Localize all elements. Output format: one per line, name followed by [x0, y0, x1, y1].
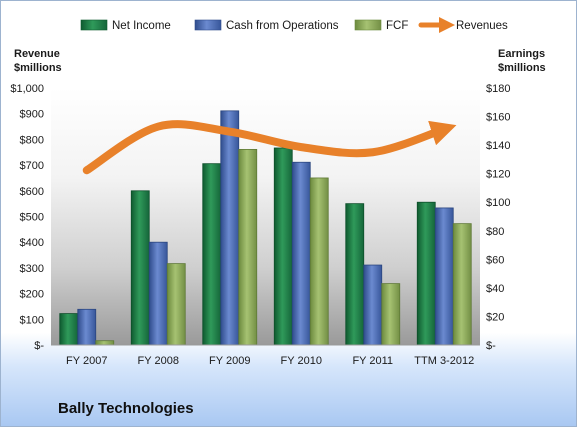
legend-swatch-net-income — [80, 19, 108, 31]
fcf-bar — [452, 223, 472, 346]
y-left-tick-label: $600 — [20, 186, 44, 198]
y-left-title-line2: $millions — [14, 62, 62, 74]
cash-from-operations-bar — [434, 207, 454, 346]
x-tick-label: FY 2011 — [352, 355, 393, 367]
net-income-bar — [202, 163, 222, 346]
company-name: Bally Technologies — [58, 400, 194, 417]
x-tick-label: FY 2010 — [281, 355, 322, 367]
legend-label-net-income: Net Income — [112, 20, 171, 32]
y-left-tick-label: $1,000 — [10, 83, 44, 95]
legend-label-cash-from-operations: Cash from Operations — [226, 20, 339, 32]
y-left-tick-label: $400 — [20, 237, 44, 249]
y-right-tick-label: $60 — [486, 254, 504, 266]
net-income-bar — [273, 147, 293, 346]
fcf-bar — [166, 263, 186, 346]
y-left-tick-label: $700 — [20, 160, 44, 172]
x-tick-label: FY 2009 — [209, 355, 250, 367]
net-income-bar — [416, 201, 436, 346]
net-income-bar — [130, 190, 150, 346]
net-income-bar — [59, 313, 79, 346]
legend-label-fcf: FCF — [386, 20, 408, 32]
cash-from-operations-bar — [291, 161, 311, 346]
y-right-tick-labels: $180 $160 $140 $120 $100 $80 $60 $40 $20 $- — [486, 83, 510, 352]
bars — [59, 110, 472, 346]
plot-area — [51, 88, 480, 345]
legend-label-revenues: Revenues — [456, 20, 508, 32]
y-left-tick-label: $500 — [20, 212, 44, 224]
y-right-tick-label: $20 — [486, 311, 504, 323]
legend: Net Income Cash from Operations FCF Reve… — [80, 16, 508, 34]
y-right-tick-label: $120 — [486, 169, 510, 181]
fcf-bar — [238, 148, 258, 346]
y-right-title-line2: $millions — [498, 62, 546, 74]
y-right-tick-label: $180 — [486, 83, 510, 95]
y-right-tick-label: $40 — [486, 283, 504, 295]
cash-from-operations-bar — [77, 308, 97, 346]
y-right-title-line1: Earnings — [498, 48, 545, 60]
y-left-tick-label: $800 — [20, 134, 44, 146]
x-tick-label: FY 2007 — [66, 355, 107, 367]
cash-from-operations-bar — [148, 241, 168, 346]
revenues-line — [82, 120, 457, 175]
y-left-tick-labels: $1,000 $900 $800 $700 $600 $500 $400 $300 $200 $1… — [10, 83, 44, 352]
x-tick-labels: FY 2007 FY 2008 FY 2009 FY 2010 FY 2011 TTM 3… — [66, 355, 474, 367]
x-tick-label: TTM 3-2012 — [414, 355, 474, 367]
legend-swatch-fcf — [354, 19, 382, 31]
fcf-bar — [381, 283, 401, 346]
y-right-tick-label: $80 — [486, 226, 504, 238]
y-right-tick-label: $100 — [486, 197, 510, 209]
y-left-tick-label: $900 — [20, 109, 44, 121]
net-income-bar — [345, 203, 365, 346]
cash-from-operations-bar — [220, 110, 240, 346]
y-left-tick-label: $300 — [20, 263, 44, 275]
legend-swatch-cash-from-operations — [194, 19, 222, 31]
y-right-tick-label: $160 — [486, 112, 510, 124]
y-left-tick-label: $100 — [20, 314, 44, 326]
cash-from-operations-bar — [363, 264, 383, 346]
y-left-tick-label: $- — [34, 340, 44, 352]
fcf-bar — [309, 177, 329, 346]
y-left-tick-label: $200 — [20, 289, 44, 301]
y-right-tick-label: $- — [486, 340, 496, 352]
y-left-title-line1: Revenue — [14, 48, 60, 60]
y-right-tick-label: $140 — [486, 140, 510, 152]
x-tick-label: FY 2008 — [138, 355, 179, 367]
fcf-bar — [95, 340, 115, 346]
